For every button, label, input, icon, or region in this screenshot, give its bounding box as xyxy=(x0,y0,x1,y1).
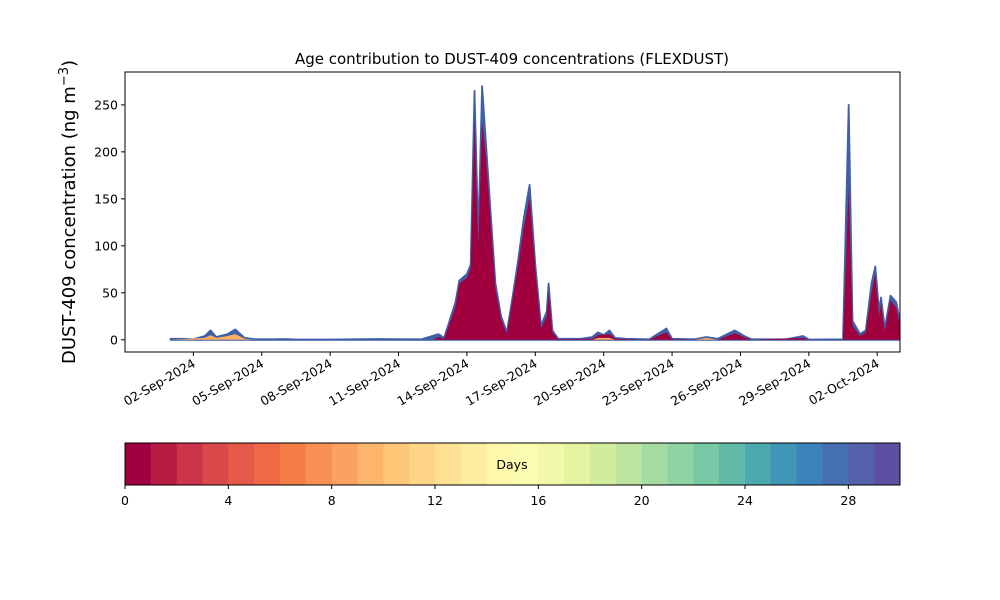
colorbar-segment xyxy=(125,443,152,485)
colorbar-segment xyxy=(874,443,901,485)
area-series-1 xyxy=(170,119,900,340)
area-series-0 xyxy=(169,85,900,341)
colorbar-segment xyxy=(693,443,720,485)
chart-title: Age contribution to DUST-409 concentrati… xyxy=(295,50,729,68)
x-tick-label: 08-Sep-2024 xyxy=(258,356,335,409)
colorbar-segment xyxy=(176,443,203,485)
colorbar-tick-label: 24 xyxy=(737,493,753,508)
x-tick-label: 11-Sep-2024 xyxy=(326,356,403,409)
colorbar-segment xyxy=(280,443,307,485)
colorbar-tick-label: 12 xyxy=(427,493,443,508)
colorbar-tick-label: 4 xyxy=(224,493,232,508)
colorbar-segment xyxy=(667,443,694,485)
colorbar-segment xyxy=(512,443,539,485)
colorbar-segment xyxy=(770,443,798,485)
colorbar-label: Days xyxy=(496,457,527,472)
colorbar-segment xyxy=(331,443,358,485)
y-axis-label-suffix: ) xyxy=(59,60,80,67)
colorbar-segment xyxy=(409,443,436,485)
colorbar-tick-label: 8 xyxy=(328,493,336,508)
colorbar-segment xyxy=(848,443,875,485)
x-tick-label: 17-Sep-2024 xyxy=(463,356,540,409)
plot-frame xyxy=(124,71,901,353)
y-tick-label: 150 xyxy=(94,191,118,206)
colorbar-segment xyxy=(435,443,462,485)
y-tick-label: 100 xyxy=(94,238,118,253)
colorbar-tick-label: 20 xyxy=(634,493,650,508)
x-tick-label: 23-Sep-2024 xyxy=(600,356,677,409)
colorbar-segment xyxy=(486,443,513,485)
y-tick-label: 200 xyxy=(94,144,118,159)
colorbar-segment xyxy=(719,443,746,485)
colorbar-segment xyxy=(564,443,591,485)
x-tick-label: 26-Sep-2024 xyxy=(668,356,745,409)
y-tick-label: 250 xyxy=(94,97,118,112)
x-tick-label: 02-Sep-2024 xyxy=(121,356,198,409)
colorbar-segment xyxy=(150,443,178,485)
colorbar-segment xyxy=(796,443,823,485)
y-tick-label: 50 xyxy=(102,285,118,300)
colorbar-tick-label: 28 xyxy=(840,493,856,508)
x-tick-label: 29-Sep-2024 xyxy=(736,356,813,409)
colorbar-segment xyxy=(745,443,772,485)
colorbar-segment xyxy=(305,443,333,485)
colorbar-segment xyxy=(641,443,668,485)
y-tick-label: 0 xyxy=(110,332,118,347)
colorbar-segment xyxy=(590,443,617,485)
colorbar-segment xyxy=(202,443,229,485)
colorbar-tick-label: 16 xyxy=(530,493,546,508)
x-tick-label: 20-Sep-2024 xyxy=(531,356,608,409)
x-tick-label: 02-Oct-2024 xyxy=(806,356,882,408)
x-tick-label: 14-Sep-2024 xyxy=(394,356,471,409)
colorbar-segment xyxy=(357,443,384,485)
colorbar-segment xyxy=(383,443,410,485)
colorbar-segment xyxy=(228,443,255,485)
area-series-2 xyxy=(170,334,900,340)
x-tick-label: 05-Sep-2024 xyxy=(189,356,266,409)
x-axis: 02-Sep-202405-Sep-202408-Sep-202411-Sep-… xyxy=(121,352,882,409)
colorbar-segment xyxy=(822,443,849,485)
y-axis-label-main: DUST-409 concentration (ng m xyxy=(59,86,80,364)
colorbar-segment xyxy=(460,443,488,485)
colorbar-segment xyxy=(538,443,565,485)
colorbar-ticks: 0 4 8 12 16 20 24 28 xyxy=(121,485,856,508)
plot-areas xyxy=(169,85,900,341)
y-axis-label: DUST-409 concentration (ng m−3) xyxy=(57,60,80,364)
y-axis-label-superscript: −3 xyxy=(57,67,72,86)
colorbar xyxy=(125,443,901,485)
colorbar-segment xyxy=(254,443,281,485)
colorbar-segment xyxy=(615,443,643,485)
y-axis: 0 50 100 150 200 250 xyxy=(94,97,125,347)
colorbar-tick-label: 0 xyxy=(121,493,129,508)
colorbar-frame xyxy=(124,442,901,486)
